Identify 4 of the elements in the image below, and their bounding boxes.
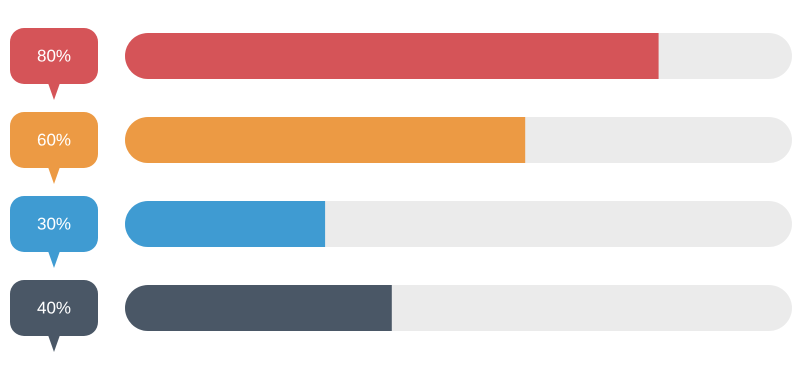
data-label: 60% (36, 130, 72, 150)
data-label: 40% (36, 298, 72, 318)
data-label: 30% (36, 214, 72, 234)
data-label: 80% (36, 46, 72, 66)
